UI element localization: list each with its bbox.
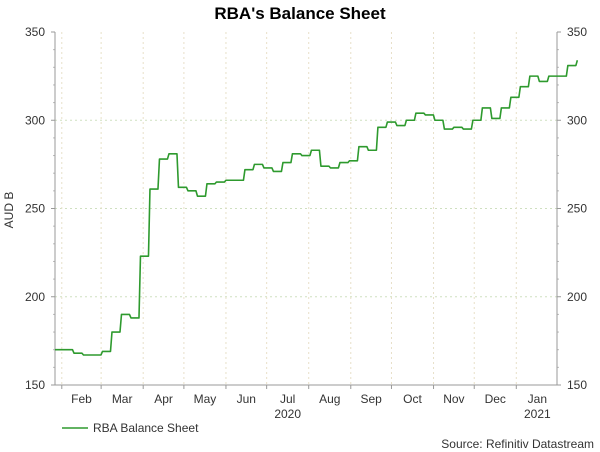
series-line-rba-balance-sheet (55, 60, 579, 356)
y-tick-label-right: 200 (567, 290, 587, 304)
y-tick-label-left: 300 (25, 113, 45, 127)
legend-label: RBA Balance Sheet (93, 421, 199, 435)
x-year-label: 2021 (524, 407, 551, 421)
grid (55, 32, 557, 385)
y-tick-label-right: 350 (567, 25, 587, 39)
x-tick-label: Jan (528, 392, 547, 406)
x-tick-label: Jul (280, 392, 295, 406)
x-year-label: 2020 (274, 407, 301, 421)
x-tick-label: Aug (319, 392, 340, 406)
x-tick-label: Sep (360, 392, 382, 406)
y-tick-label-left: 250 (25, 202, 45, 216)
y-tick-label-left: 150 (25, 378, 45, 392)
y-tick-label-right: 250 (567, 202, 587, 216)
y-tick-label-left: 200 (25, 290, 45, 304)
y-tick-label-right: 150 (567, 378, 587, 392)
axes: 150 150 200 200 250 250 300 300 350 350 Feb Mar Apr M… (25, 25, 587, 421)
x-tick-label: Dec (485, 392, 506, 406)
x-tick-label: May (194, 392, 217, 406)
x-tick-label: Jun (237, 392, 256, 406)
x-tick-label: Apr (154, 392, 173, 406)
x-tick-label: Oct (403, 392, 422, 406)
series (55, 60, 579, 356)
y-tick-label-left: 350 (25, 25, 45, 39)
chart-title: RBA's Balance Sheet (214, 4, 386, 23)
x-tick-label: Feb (71, 392, 92, 406)
y-axis-label: AUD B (2, 192, 16, 229)
y-tick-label-right: 300 (567, 113, 587, 127)
x-tick-label: Mar (112, 392, 133, 406)
source-note: Source: Refinitiv Datastream (441, 437, 594, 451)
x-tick-label: Nov (443, 392, 464, 406)
